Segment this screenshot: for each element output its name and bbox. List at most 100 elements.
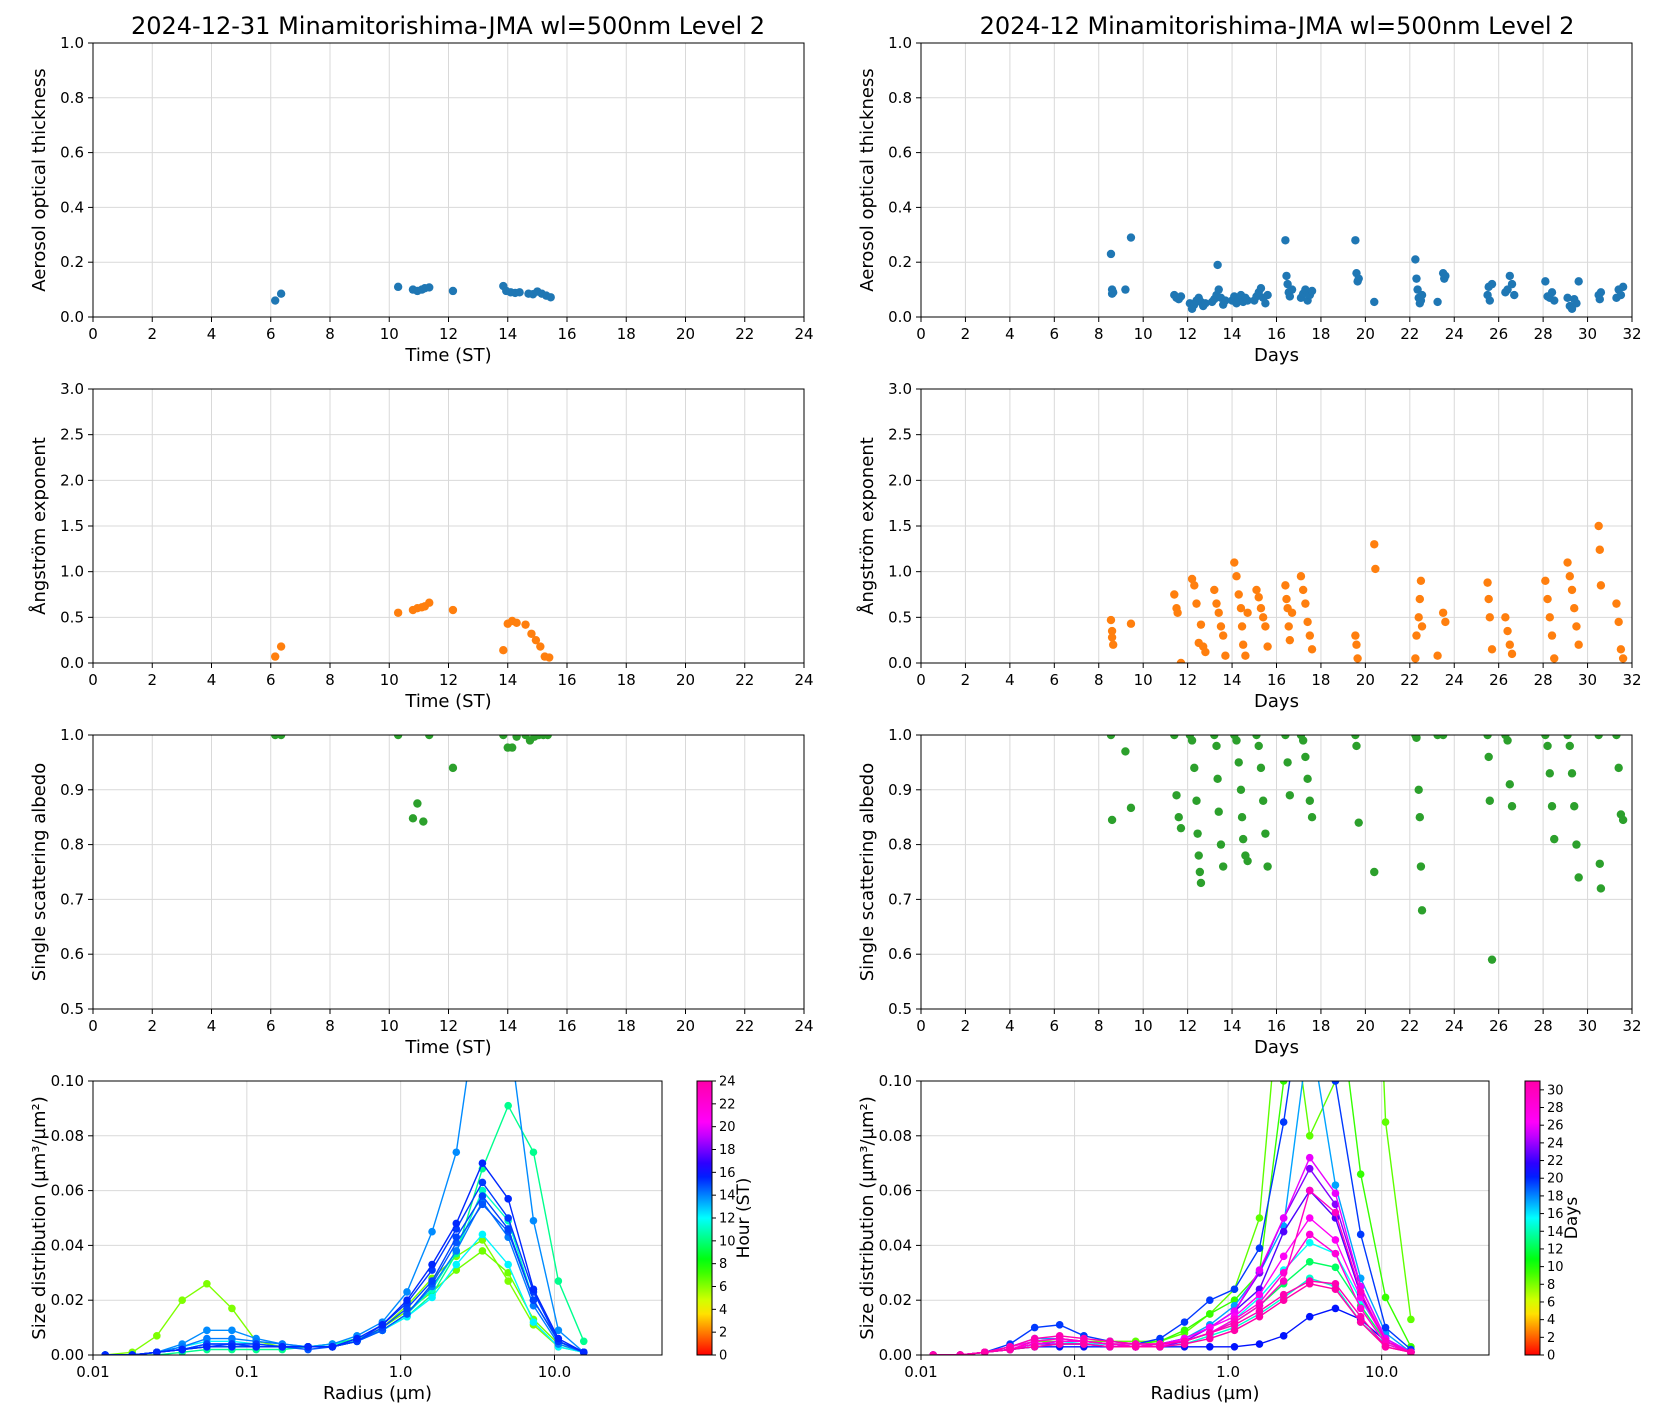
series-point [1206,1310,1214,1318]
data-point [1483,578,1492,587]
series-line [933,1283,1412,1355]
series-line [105,1233,584,1355]
series-point [1206,1334,1214,1343]
daily-size-chart: 0.01 0.1 1.0 10.0 0.00 0.02 0.04 0.06 0.08 0.10 0 2… [29,1072,754,1404]
data-point [536,642,545,651]
x-tick-label: 14 [498,1017,517,1035]
y-tick-label: 0.06 [879,1182,912,1200]
x-tick-label: 2 [147,325,157,343]
series-point [1279,1227,1288,1236]
x-tick-label: 20 [1356,671,1375,689]
data-point [393,282,403,292]
x-tick-label: 32 [1622,325,1641,343]
x-tick-label: 32 [1622,1017,1641,1035]
series-point [1280,940,1288,948]
series-point [1331,1181,1340,1189]
series-point [1030,1323,1039,1332]
data-point [546,293,555,302]
series-point [1279,1214,1288,1222]
data-point [1172,791,1181,800]
data-point [1221,296,1230,305]
data-point [1263,290,1272,300]
data-point [1126,803,1136,813]
series-point [178,1296,186,1304]
data-point [1282,271,1291,281]
data-point [1505,271,1514,281]
data-point [1565,572,1574,581]
x-tick-label: 24 [1445,671,1464,689]
y-tick-label: 0.8 [888,836,912,854]
x-axis: 0 2 4 6 8 10 12 14 16 18 20 22 24 [88,43,814,343]
series-point [529,1148,538,1157]
colorbar-tick-label: 28 [1547,1101,1564,1116]
monthly-aot-chart: 0 2 4 6 8 10 12 14 16 18 20 22 24 26 28 30 320.00.20.40.… [857,34,1642,366]
data-point [1214,285,1223,294]
series-point [504,1260,512,1269]
data-point [1507,649,1517,659]
series-point [153,1332,161,1340]
x-tick-label: 0.1 [1063,1363,1087,1381]
data-point [1263,642,1272,651]
data-point [1190,581,1199,590]
data-point [512,735,521,741]
data-point [1176,292,1186,301]
data-point [1352,640,1361,649]
x-tick-label: 18 [617,325,636,343]
data-point [1550,654,1559,663]
series-point [478,1200,487,1209]
series-point [228,1304,236,1313]
axes-frame [92,734,805,1010]
series-point [1255,1312,1264,1321]
series-point [1332,968,1340,976]
series-line [105,1200,585,1355]
colorbar-tick-label: 16 [719,1166,736,1181]
x-tick-label: 18 [617,671,636,689]
colorbar-tick-label: 20 [1547,1172,1564,1187]
data-point [1594,521,1603,531]
data-point [1107,626,1117,636]
data-point [1618,282,1628,292]
series-point [1306,940,1314,948]
series-point [452,1260,461,1269]
series-point [1356,1288,1365,1296]
data-point [1483,735,1492,740]
left-figure-title: 2024-12-31 Minamitorishima-JMA wl=500nm … [131,12,765,40]
series-point [452,1247,461,1255]
colorbar-gradient [1524,1080,1541,1356]
data-point [1218,631,1228,640]
y-tick-label: 0.6 [60,144,84,162]
series-point [403,1288,411,1296]
x-tick-label: 20 [676,325,695,343]
data-point [1545,769,1554,778]
x-axis-label: Days [1254,1037,1299,1058]
series-point [478,1159,487,1167]
y-axis: 0.0 0.5 1.0 1.5 2.0 2.5 3.0 [60,380,804,672]
colorbar-tick-label: 24 [719,1075,736,1090]
y-tick-label: 3.0 [60,380,84,398]
series-point [403,1304,411,1313]
x-tick-label: 6 [1050,671,1060,689]
data-point [1371,564,1380,574]
series-point [428,1293,436,1302]
data-point [1187,574,1197,584]
series-point [1331,1236,1340,1244]
x-tick-label: 6 [266,671,276,689]
data-point [1241,651,1250,660]
data-point [276,289,286,298]
data-point [1352,741,1361,751]
data-point [1572,622,1581,631]
series-point [452,1219,461,1228]
data-point [393,608,403,617]
series-point [1055,1321,1064,1329]
data-point [1201,299,1210,308]
y-tick-label: 0.08 [879,1127,912,1145]
data-point [1283,758,1292,767]
data-point [1218,862,1228,871]
plot-area [101,1081,588,1355]
data-point [1417,906,1427,915]
x-tick-label: 10 [380,325,399,343]
monthly-size-chart: 0.01 0.1 1.0 10.00.000.020.040.060.080.1002… [857,940,1582,1404]
data-point [1287,608,1297,617]
data-point [1485,296,1495,305]
